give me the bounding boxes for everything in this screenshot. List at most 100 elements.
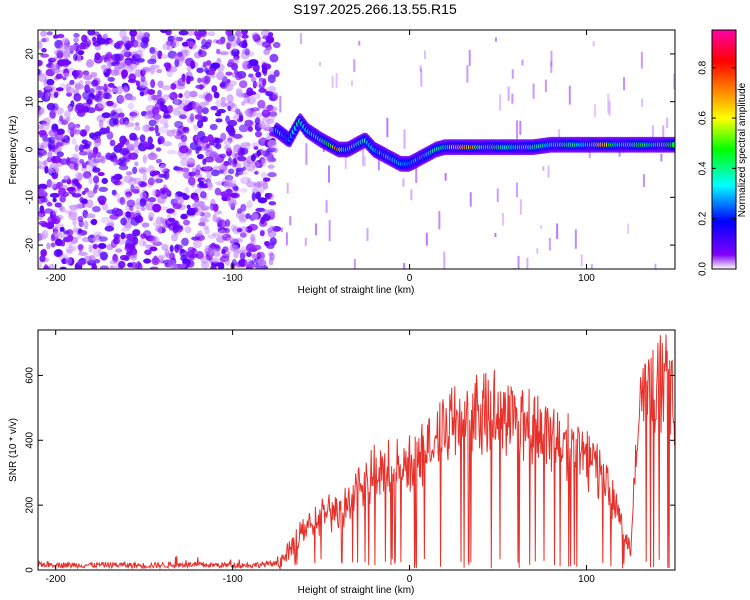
noise-speckle (125, 42, 131, 51)
noise-speckle (186, 75, 191, 85)
noise-speckle (121, 227, 130, 232)
noise-speckle (48, 165, 53, 175)
noise-speckle (186, 250, 195, 259)
noise-speckle (194, 211, 202, 216)
vertical-streak (353, 59, 356, 72)
noise-speckle (184, 48, 191, 57)
noise-speckle (241, 34, 249, 39)
noise-speckle (259, 230, 265, 237)
noise-speckle (268, 111, 278, 117)
noise-speckle (207, 179, 212, 189)
vertical-streak (519, 120, 522, 135)
vertical-streak (420, 68, 423, 87)
noise-speckle (154, 175, 161, 185)
noise-speckle (221, 162, 228, 171)
noise-speckle (262, 35, 271, 40)
vertical-streak (660, 153, 663, 162)
noise-speckle (69, 157, 80, 163)
vertical-streak (540, 224, 543, 230)
noise-speckle (134, 50, 144, 59)
noise-speckle (154, 178, 163, 183)
noise-speckle (56, 128, 65, 135)
noise-speckle (139, 191, 147, 200)
noise-speckle (214, 112, 221, 117)
noise-speckle (60, 240, 66, 247)
noise-speckle (41, 37, 47, 43)
colorbar-tick-label: 0.6 (698, 111, 709, 125)
noise-speckle (255, 207, 266, 213)
vertical-streak (322, 146, 325, 152)
noise-speckle (215, 39, 224, 45)
noise-speckle (134, 126, 141, 131)
noise-speckle (140, 40, 149, 49)
noise-speckle (71, 138, 77, 145)
noise-speckle (55, 142, 64, 147)
noise-speckle (68, 44, 77, 52)
noise-speckle (151, 50, 159, 56)
noise-speckle (209, 123, 218, 131)
noise-speckle (196, 130, 206, 140)
noise-speckle (199, 101, 206, 109)
noise-speckle (142, 154, 148, 164)
noise-speckle (55, 87, 64, 92)
noise-speckle (101, 177, 108, 185)
noise-speckle (218, 169, 225, 174)
noise-speckle (157, 254, 166, 259)
noise-speckle (124, 57, 134, 66)
noise-speckle (181, 171, 187, 177)
vertical-streak (353, 258, 356, 269)
noise-speckle (73, 37, 80, 43)
noise-speckle (224, 145, 232, 152)
noise-speckle (168, 263, 179, 269)
noise-speckle (49, 109, 56, 118)
noise-speckle (219, 51, 229, 56)
noise-speckle (191, 203, 199, 209)
noise-speckle (92, 151, 97, 159)
vertical-streak (580, 254, 583, 267)
noise-speckle (251, 192, 256, 202)
noise-speckle (92, 205, 101, 213)
vertical-streak (377, 150, 380, 171)
noise-speckle (78, 79, 84, 85)
noise-speckle (267, 85, 277, 93)
noise-speckle (112, 157, 118, 166)
noise-speckle (94, 103, 104, 112)
noise-speckle (267, 227, 273, 233)
noise-speckle (50, 233, 56, 242)
noise-speckle (46, 102, 56, 111)
noise-speckle (241, 30, 248, 36)
noise-speckle (177, 51, 183, 57)
noise-speckle (56, 52, 63, 59)
noise-speckle (125, 193, 131, 200)
vertical-streak (358, 40, 361, 46)
noise-speckle (128, 73, 136, 82)
noise-speckle (41, 229, 49, 239)
noise-speckle (194, 114, 203, 120)
noise-speckle (48, 129, 58, 137)
noise-speckle (132, 236, 139, 246)
noise-speckle (196, 67, 204, 73)
noise-speckle (148, 177, 155, 186)
noise-speckle (159, 164, 167, 172)
noise-speckle (55, 73, 63, 80)
noise-speckle (254, 130, 263, 138)
noise-speckle (118, 260, 126, 269)
noise-speckle (224, 257, 231, 267)
noise-speckle (253, 145, 259, 150)
noise-speckle (194, 169, 201, 176)
noise-speckle (76, 259, 87, 266)
noise-speckle (64, 209, 69, 214)
vertical-streak (286, 182, 289, 194)
noise-speckle (126, 199, 136, 208)
noise-speckle (226, 94, 234, 103)
noise-speckle (142, 230, 152, 239)
noise-speckle (211, 85, 218, 93)
noise-speckle (197, 145, 202, 152)
noise-speckle (237, 170, 248, 176)
noise-speckle (240, 203, 247, 212)
noise-speckle (160, 30, 168, 34)
noise-speckle (223, 181, 234, 189)
noise-speckle (134, 177, 143, 185)
noise-speckle (240, 142, 251, 147)
noise-speckle (72, 226, 79, 232)
